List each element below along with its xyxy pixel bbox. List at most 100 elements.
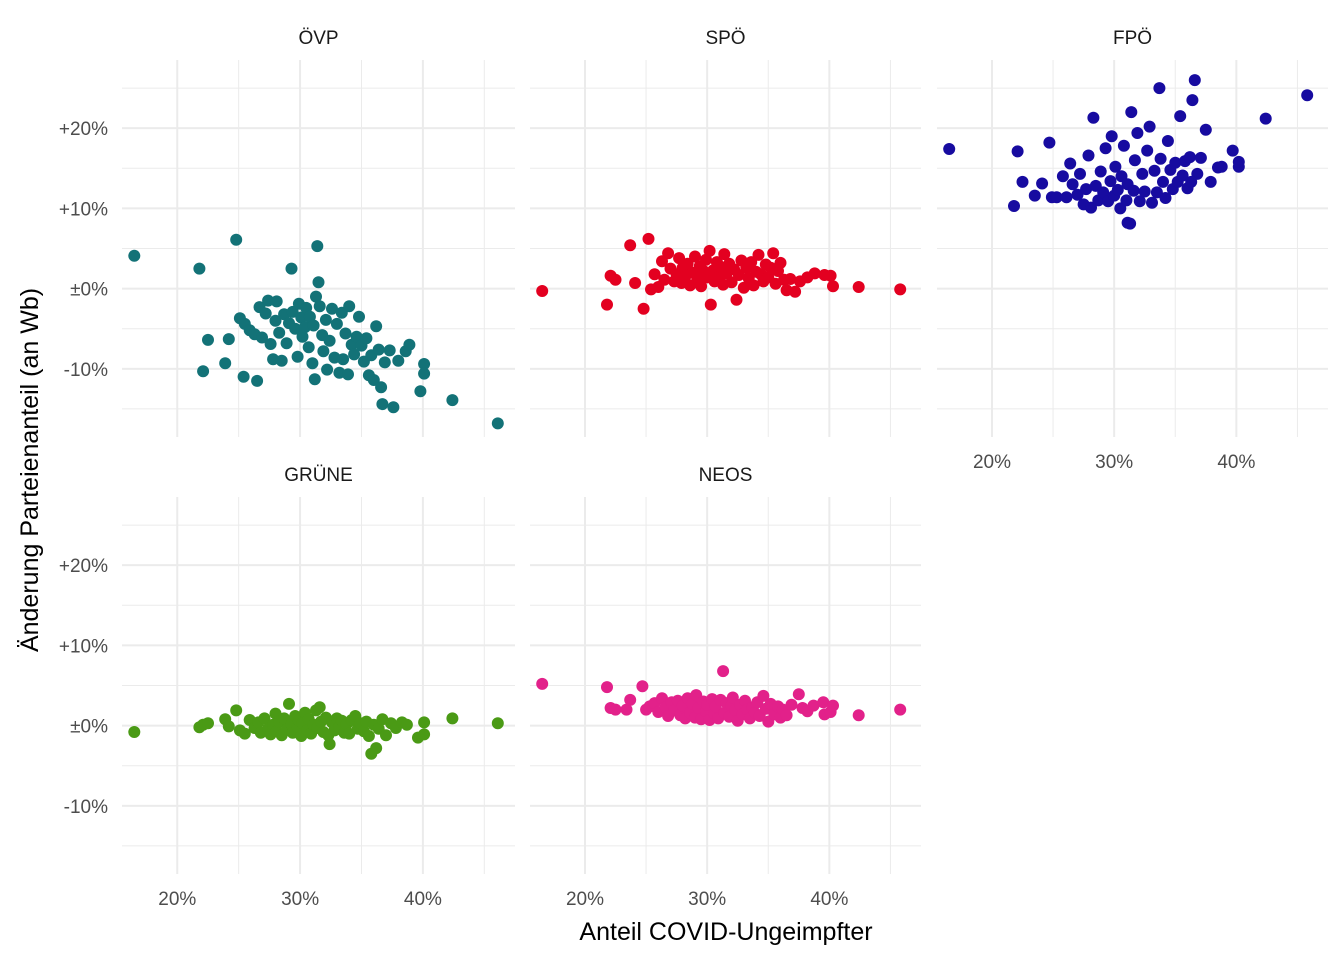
x-tick-label: 20% — [158, 889, 196, 910]
data-point — [275, 354, 288, 367]
x-tick-label: 20% — [973, 452, 1011, 473]
facet-label: FPÖ — [1113, 28, 1152, 49]
x-tick-label: 40% — [404, 889, 442, 910]
y-tick-label: ±0% — [70, 717, 108, 738]
data-point — [1117, 139, 1130, 152]
data-point — [852, 281, 865, 293]
data-point — [1060, 191, 1073, 204]
data-point — [717, 665, 730, 678]
data-point — [380, 729, 392, 742]
data-point — [360, 332, 373, 345]
data-point — [319, 313, 332, 326]
data-point — [491, 717, 504, 730]
data-point — [296, 330, 309, 343]
data-point — [230, 704, 243, 717]
data-point — [1138, 185, 1151, 198]
data-point — [1111, 183, 1124, 196]
data-point — [1125, 106, 1138, 119]
data-point — [1066, 178, 1079, 191]
data-point — [637, 302, 650, 315]
x-axis-title: Anteil COVID-Ungeimpfter — [579, 918, 872, 946]
data-point — [642, 232, 655, 245]
data-point — [350, 330, 363, 343]
data-point — [774, 256, 787, 269]
data-point — [1188, 74, 1201, 87]
data-point — [704, 298, 717, 311]
data-point — [1036, 177, 1049, 190]
data-point — [270, 295, 283, 308]
data-point — [1128, 154, 1141, 167]
data-point — [1011, 145, 1024, 158]
data-point — [726, 691, 739, 704]
y-tick-label: +20% — [59, 119, 108, 140]
data-point — [1185, 175, 1198, 188]
series-fp — [943, 74, 1314, 230]
data-point — [286, 305, 299, 318]
data-point — [752, 248, 765, 261]
data-point — [310, 290, 322, 303]
data-point — [1143, 120, 1156, 133]
panel-grid — [937, 60, 1328, 437]
data-point — [1127, 184, 1140, 197]
data-point — [256, 331, 268, 344]
data-point — [636, 680, 649, 693]
data-point — [1087, 111, 1100, 124]
data-point — [827, 699, 839, 712]
y-tick-label: ±0% — [70, 280, 108, 301]
data-point — [894, 703, 907, 716]
data-point — [230, 233, 243, 246]
panel-vp: ÖVP +20% +10% ±0% -10% — [59, 28, 515, 437]
data-point — [418, 728, 431, 741]
data-point — [1141, 144, 1154, 157]
data-point — [1016, 175, 1029, 188]
data-point — [251, 374, 264, 387]
data-point — [1056, 170, 1069, 183]
data-point — [601, 298, 613, 311]
data-point — [312, 276, 325, 289]
data-point — [624, 239, 637, 252]
data-point — [285, 262, 298, 275]
data-point — [1232, 155, 1245, 168]
data-point — [348, 348, 361, 361]
data-point — [673, 252, 686, 265]
series-gr-ne — [128, 697, 504, 760]
panel-sp: SPÖ — [530, 28, 921, 437]
panel-grid — [122, 497, 515, 874]
data-point — [1071, 188, 1084, 201]
data-point — [1148, 164, 1161, 177]
data-point — [1153, 82, 1166, 95]
data-point — [807, 699, 820, 712]
data-point — [943, 143, 956, 155]
data-point — [852, 709, 865, 722]
data-point — [1104, 175, 1117, 188]
data-point — [343, 300, 356, 313]
data-point — [609, 703, 622, 716]
panel-grid — [530, 497, 921, 874]
data-point — [757, 689, 770, 702]
data-point — [313, 701, 326, 714]
data-point — [264, 338, 277, 350]
data-point — [219, 357, 232, 370]
x-tick-label: 30% — [688, 889, 726, 910]
data-point — [662, 247, 675, 260]
data-point — [1176, 169, 1189, 182]
data-point — [1131, 127, 1144, 139]
data-point — [323, 738, 336, 751]
data-point — [1085, 201, 1097, 214]
data-point — [827, 280, 839, 293]
facet-label: SPÖ — [705, 28, 745, 49]
data-point — [785, 698, 798, 711]
data-point — [128, 726, 141, 738]
series-vp — [128, 233, 504, 430]
data-point — [1174, 110, 1187, 123]
data-point — [262, 294, 275, 307]
data-point — [1050, 191, 1063, 204]
data-point — [894, 283, 907, 296]
data-point — [491, 417, 504, 430]
data-point — [392, 354, 405, 367]
data-point — [1157, 175, 1169, 188]
data-point — [1159, 192, 1172, 204]
data-point — [378, 356, 391, 369]
data-point — [307, 319, 320, 332]
x-tick-label: 40% — [810, 889, 848, 910]
